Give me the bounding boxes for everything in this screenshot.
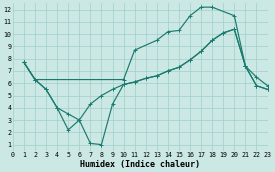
- X-axis label: Humidex (Indice chaleur): Humidex (Indice chaleur): [80, 159, 200, 169]
